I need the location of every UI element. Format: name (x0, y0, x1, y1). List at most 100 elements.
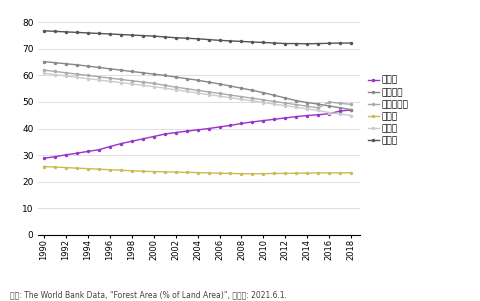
베트남 (315, 113, 321, 116)
인도네시아 (52, 70, 58, 73)
캄보디아 (140, 71, 145, 75)
베트남 (52, 155, 58, 159)
베트남 (107, 145, 113, 148)
인도네시아 (261, 98, 266, 102)
라오스 (304, 42, 310, 46)
베트남 (283, 116, 288, 120)
캄보디아 (337, 106, 343, 110)
Line: 캄보디아: 캄보디아 (42, 60, 353, 111)
필리핀 (52, 165, 58, 169)
미얄마 (283, 104, 288, 107)
베트남 (272, 117, 277, 121)
필리핀 (326, 171, 332, 175)
인도네시아 (272, 100, 277, 103)
미얄마 (107, 79, 113, 83)
필리핀 (228, 172, 233, 175)
라오스 (326, 42, 332, 45)
인도네시아 (151, 82, 156, 85)
캄보디아 (315, 102, 321, 106)
인도네시아 (140, 80, 145, 84)
베트남 (96, 148, 102, 152)
필리핀 (173, 170, 179, 174)
캄보디아 (304, 101, 310, 104)
미얄마 (304, 107, 310, 111)
베트남 (140, 137, 145, 141)
인도네시아 (96, 75, 102, 79)
라오스 (293, 42, 299, 45)
필리핀 (85, 167, 91, 170)
미얄마 (239, 98, 244, 101)
라오스 (74, 31, 80, 34)
인도네시아 (85, 74, 91, 77)
인도네시아 (184, 87, 190, 91)
필리핀 (337, 171, 343, 175)
라오스 (162, 35, 168, 39)
인도네시아 (315, 106, 321, 110)
라오스 (228, 39, 233, 43)
캄보디아 (326, 104, 332, 108)
라오스 (41, 29, 47, 33)
인도네시아 (173, 85, 179, 89)
Legend: 베트남, 캄보디아, 인도네시아, 필리핀, 미얄마, 라오스: 베트남, 캄보디아, 인도네시아, 필리핀, 미얄마, 라오스 (368, 76, 408, 145)
인도네시아 (326, 100, 332, 104)
인도네시아 (162, 83, 168, 87)
미얄마 (293, 105, 299, 109)
베트남 (41, 157, 47, 160)
인도네시아 (228, 93, 233, 97)
Line: 인도네시아: 인도네시아 (42, 68, 353, 110)
미얄마 (272, 102, 277, 106)
필리핀 (74, 166, 80, 170)
캄보디아 (63, 62, 69, 66)
라오스 (118, 33, 124, 36)
베트남 (304, 114, 310, 117)
Line: 베트남: 베트남 (42, 108, 353, 160)
인도네시아 (304, 104, 310, 108)
미얄마 (195, 91, 201, 95)
캄보디아 (74, 63, 80, 67)
베트남 (239, 122, 244, 125)
베트남 (205, 127, 211, 130)
캄보디아 (129, 70, 134, 73)
미얄마 (216, 94, 222, 98)
라오스 (315, 42, 321, 45)
필리핀 (129, 169, 134, 172)
미얄마 (41, 72, 47, 75)
베트남 (228, 123, 233, 127)
인도네시아 (205, 90, 211, 94)
베트남 (326, 112, 332, 116)
미얄마 (96, 78, 102, 82)
미얄마 (250, 99, 255, 103)
라오스 (205, 38, 211, 41)
라오스 (195, 37, 201, 41)
필리핀 (118, 169, 124, 172)
인도네시아 (250, 96, 255, 100)
캄보디아 (293, 99, 299, 102)
라오스 (140, 34, 145, 37)
미얄마 (140, 83, 145, 87)
베트남 (261, 119, 266, 123)
필리핀 (151, 170, 156, 173)
필리핀 (304, 171, 310, 175)
미얄마 (205, 93, 211, 96)
베트남 (348, 108, 354, 112)
베트남 (151, 135, 156, 138)
인도네시아 (63, 71, 69, 75)
베트남 (250, 120, 255, 124)
캄보디아 (52, 61, 58, 64)
필리핀 (107, 168, 113, 172)
미얄마 (326, 111, 332, 114)
베트남 (293, 115, 299, 118)
베트남 (195, 128, 201, 132)
베트남 (129, 139, 134, 143)
미얄마 (261, 101, 266, 104)
인도네시아 (293, 103, 299, 107)
캄보디아 (85, 64, 91, 68)
캄보디아 (162, 74, 168, 77)
미얄마 (348, 114, 354, 117)
인도네시아 (129, 79, 134, 82)
Line: 미얄마: 미얄마 (42, 72, 353, 117)
라오스 (107, 32, 113, 36)
캄보디아 (348, 108, 354, 111)
라오스 (348, 41, 354, 45)
미얄마 (228, 96, 233, 100)
